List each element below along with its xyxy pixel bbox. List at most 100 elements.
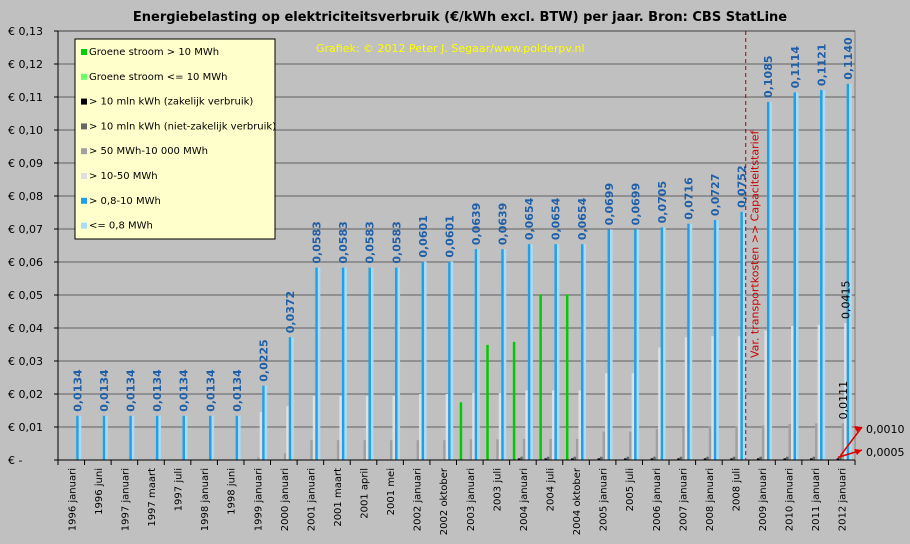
bar (841, 423, 845, 460)
bar (259, 411, 263, 460)
bar (766, 101, 770, 460)
x-tick-label: 2003 juli (492, 468, 503, 511)
y-tick-label: € 0,04 (8, 322, 43, 335)
legend-swatch (81, 98, 87, 105)
x-tick-label: 2004 oktober (572, 467, 583, 535)
bar (390, 440, 393, 460)
bar (525, 390, 528, 460)
data-label: 0,1140 (842, 37, 855, 80)
bar (658, 347, 661, 460)
bar (315, 267, 318, 460)
y-tick-label: € 0,06 (8, 256, 43, 269)
x-tick-label: 1998 juni (227, 468, 238, 515)
bar (711, 336, 714, 460)
bar (477, 249, 480, 460)
bar (339, 395, 342, 460)
bar (392, 395, 396, 460)
bar (761, 425, 765, 460)
bar (530, 244, 533, 460)
data-label: 0,0372 (284, 291, 297, 333)
chart-title: Energiebelasting op elektriciteitsverbru… (133, 10, 787, 25)
bar (131, 415, 135, 460)
data-label: 0,0699 (603, 183, 616, 225)
bar (756, 458, 760, 460)
x-tick-label: 2011 januari (811, 468, 822, 531)
y-tick-label: € 0,03 (8, 355, 43, 368)
bar (810, 458, 813, 460)
bar (631, 373, 635, 460)
bar (844, 323, 847, 460)
bar (849, 83, 852, 461)
x-tick-label: 1997 januari (120, 468, 131, 531)
bar (682, 427, 685, 460)
data-label: 0,0654 (523, 197, 536, 240)
data-label: 0,1121 (815, 44, 828, 86)
bar (788, 424, 792, 460)
legend-label: > 10 mln kWh (niet-zakelijk verbruik) (89, 121, 276, 132)
bar (544, 458, 547, 460)
bar (629, 431, 632, 460)
bar (735, 426, 738, 460)
bar (636, 229, 640, 460)
bar (503, 249, 507, 460)
data-label: 0,0752 (736, 165, 749, 207)
y-tick-label: € 0,10 (8, 124, 43, 137)
data-label: 0,0699 (629, 183, 642, 225)
bar (286, 406, 289, 460)
bar (450, 261, 454, 460)
legend-label: Groene stroom <= 10 MWh (89, 72, 227, 83)
bar (786, 456, 789, 460)
data-label: 0,0601 (443, 215, 456, 257)
bar (370, 267, 374, 460)
data-label-extra: 0,0005 (866, 446, 905, 459)
bar (539, 294, 542, 460)
data-label-extra: 0,0010 (866, 423, 905, 436)
bar (653, 456, 656, 460)
x-tick-label: 1999 januari (253, 468, 264, 531)
y-tick-label: € 0,05 (8, 289, 43, 302)
bar (291, 337, 294, 460)
data-label: 0,1085 (762, 55, 775, 97)
bar (184, 415, 188, 460)
bar (527, 244, 531, 460)
bar (288, 337, 292, 460)
legend-label: > 0,8-10 MWh (89, 196, 161, 207)
bar (607, 229, 611, 460)
x-tick-label: 2006 januari (652, 468, 663, 531)
bar (605, 373, 608, 460)
bar (448, 261, 451, 460)
x-tick-label: 2003 januari (466, 468, 477, 531)
bar (846, 83, 850, 461)
bar (235, 415, 239, 460)
bar (363, 440, 366, 460)
bar (520, 456, 523, 460)
bar (578, 390, 581, 460)
y-tick-label: € 0,07 (8, 223, 43, 236)
bar (459, 402, 463, 460)
legend-label: > 50 MWh-10 000 MWh (89, 146, 208, 157)
bar (684, 337, 688, 460)
legend-swatch (81, 222, 87, 229)
bar (565, 294, 569, 460)
bar (602, 431, 606, 460)
bar (663, 227, 666, 460)
data-label: 0,0134 (125, 369, 138, 412)
bar (708, 426, 712, 460)
legend-swatch (81, 148, 87, 155)
bar (397, 267, 401, 460)
bar (769, 101, 772, 460)
bar (580, 244, 584, 460)
bar (257, 457, 260, 460)
bar (209, 415, 212, 460)
bar (341, 267, 345, 460)
x-tick-label: 1998 januari (200, 468, 211, 531)
x-tick-label: 2008 januari (705, 468, 716, 531)
x-tick-label: 2004 juli (545, 468, 556, 511)
bar (182, 415, 185, 460)
bar (791, 326, 794, 460)
bar (822, 90, 826, 460)
bar (262, 385, 265, 460)
bar (820, 90, 823, 460)
y-tick-label: € 0,12 (8, 58, 43, 71)
data-label: 0,0716 (683, 177, 696, 220)
